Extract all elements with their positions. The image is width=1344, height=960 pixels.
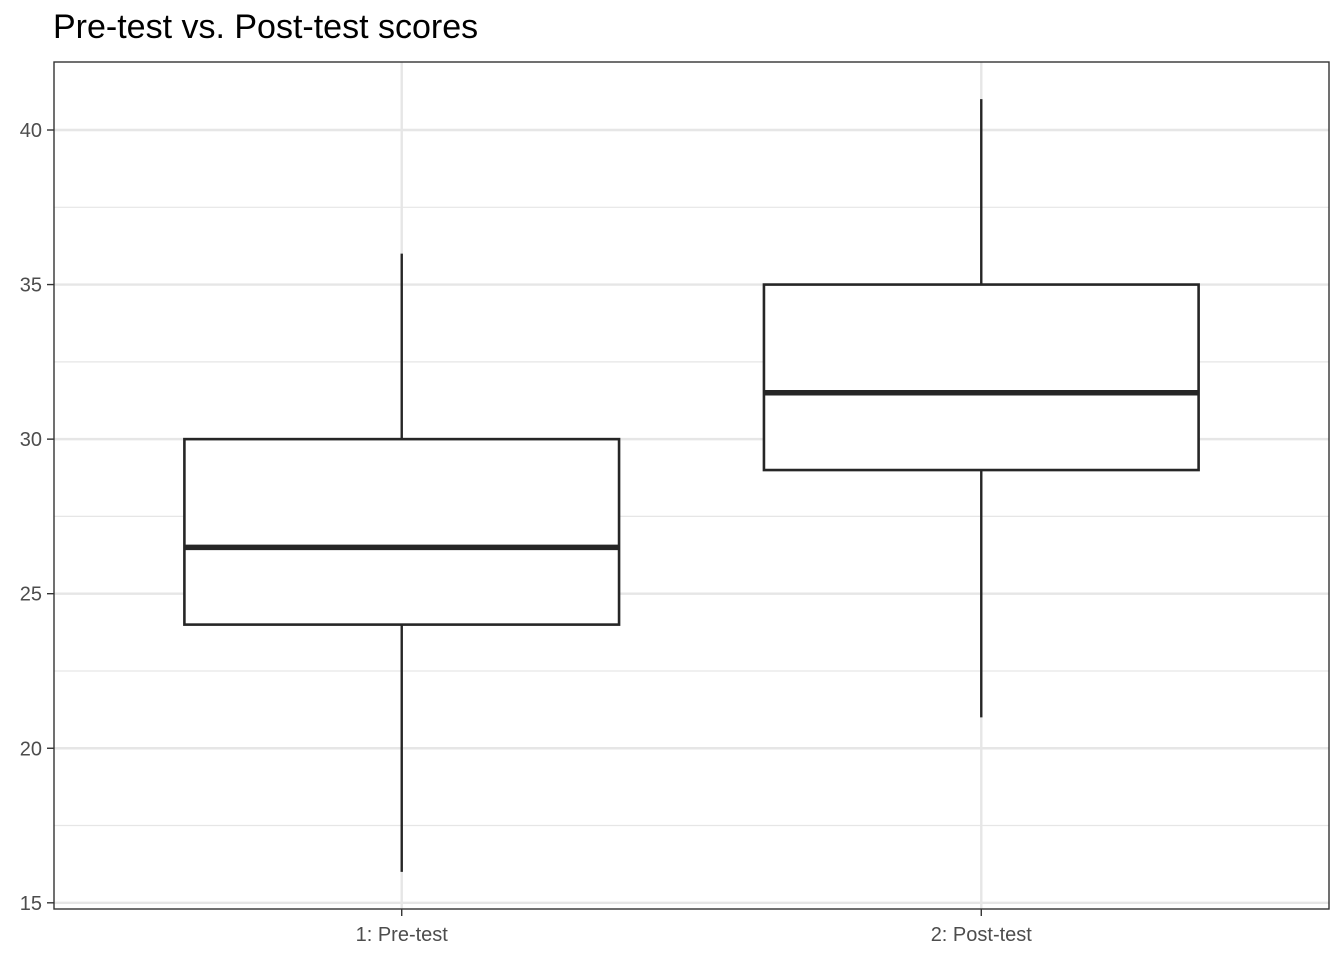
axis-layer: 15 20 25 30 35 40 1: Pre-test 2: Post-test [20, 120, 1033, 946]
x-tick-label: 2: Post-test [931, 924, 1033, 946]
y-tick-label: 30 [20, 429, 42, 451]
y-tick-label: 25 [20, 584, 42, 606]
y-tick-label: 15 [20, 893, 42, 915]
chart-title: Pre-test vs. Post-test scores [53, 8, 479, 46]
box-group [762, 99, 1200, 718]
box-iqr [183, 437, 621, 626]
y-tick-label: 35 [20, 275, 42, 297]
box-group [183, 253, 621, 872]
box-layer [183, 99, 1200, 872]
x-tick-label: 1: Pre-test [356, 924, 449, 946]
box-iqr [762, 283, 1200, 472]
y-tick-label: 40 [20, 120, 42, 142]
panel-border [53, 61, 1330, 910]
y-tick-label: 20 [20, 738, 42, 760]
